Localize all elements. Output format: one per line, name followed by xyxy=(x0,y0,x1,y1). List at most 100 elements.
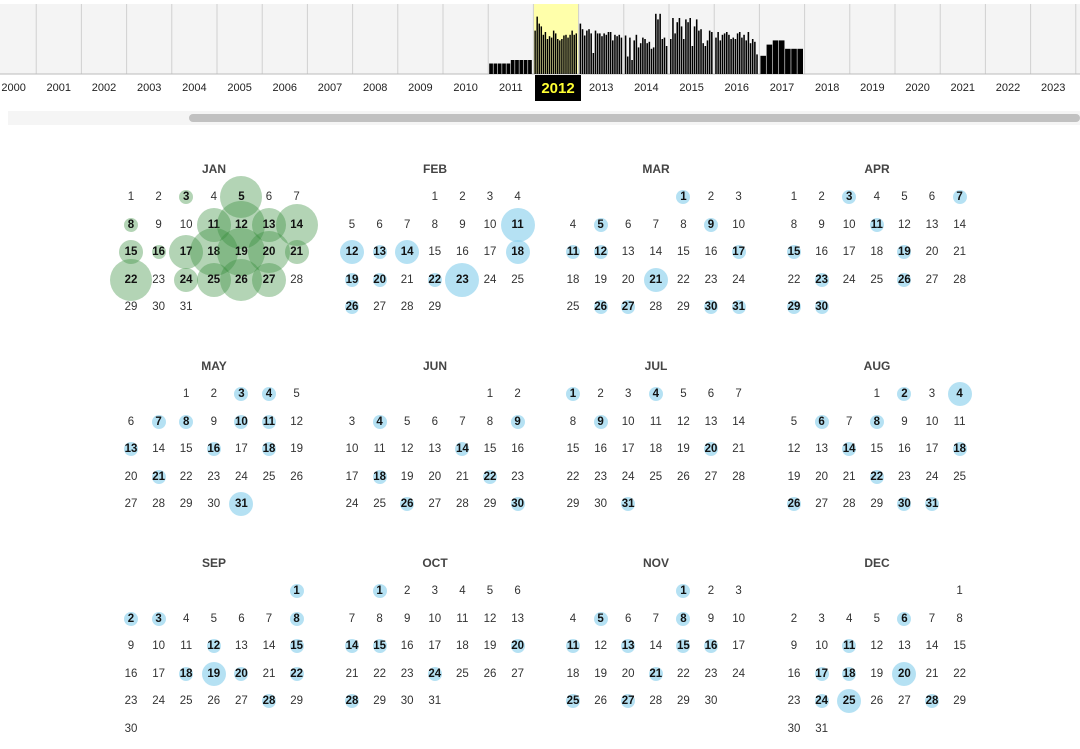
calendar-day[interactable]: 9 xyxy=(818,218,825,231)
calendar-day[interactable]: 7 xyxy=(845,415,853,428)
calendar-day[interactable]: 20 xyxy=(704,443,718,456)
calendar-day[interactable]: 23 xyxy=(704,273,718,286)
calendar-day[interactable]: 21 xyxy=(290,246,303,259)
event-bubble[interactable] xyxy=(345,694,359,709)
calendar-day[interactable]: 18 xyxy=(455,640,469,653)
calendar-day[interactable]: 20 xyxy=(621,667,635,680)
event-bubble[interactable] xyxy=(189,228,238,277)
calendar-day[interactable]: 28 xyxy=(953,273,966,286)
calendar-day[interactable]: 15 xyxy=(124,246,138,259)
event-bubble[interactable] xyxy=(340,240,364,265)
event-bubble[interactable] xyxy=(500,207,535,242)
event-bubble[interactable] xyxy=(124,442,138,457)
calendar-day[interactable]: 7 xyxy=(155,415,162,428)
event-bubble[interactable] xyxy=(505,240,530,265)
event-bubble[interactable] xyxy=(787,245,801,260)
event-bubble[interactable] xyxy=(925,694,939,709)
calendar-day[interactable]: 22 xyxy=(124,273,138,286)
calendar-day[interactable]: 17 xyxy=(815,667,828,680)
event-bubble[interactable] xyxy=(483,469,497,484)
calendar-day[interactable]: 20 xyxy=(234,667,248,680)
calendar-day[interactable]: 18 xyxy=(566,273,580,286)
calendar-day[interactable]: 16 xyxy=(207,443,221,456)
calendar-day[interactable]: 27 xyxy=(511,667,524,680)
event-bubble[interactable] xyxy=(151,469,166,484)
event-bubble[interactable] xyxy=(372,272,387,287)
calendar-day[interactable]: 15 xyxy=(428,246,442,259)
calendar-day[interactable]: 22 xyxy=(676,273,690,286)
event-bubble[interactable] xyxy=(704,442,718,457)
calendar-day[interactable]: 25 xyxy=(842,695,856,708)
calendar-day[interactable]: 8 xyxy=(127,218,135,231)
calendar-day[interactable]: 27 xyxy=(621,695,635,708)
event-bubble[interactable] xyxy=(220,176,263,218)
calendar-day[interactable]: 18 xyxy=(262,443,276,456)
calendar-day[interactable]: 3 xyxy=(238,388,245,400)
year-label[interactable]: 2001 xyxy=(47,82,71,94)
event-bubble[interactable] xyxy=(427,666,442,681)
event-bubble[interactable] xyxy=(206,639,221,654)
calendar-day[interactable]: 21 xyxy=(345,667,359,680)
calendar-day[interactable]: 25 xyxy=(566,301,580,314)
calendar-day[interactable]: 13 xyxy=(373,246,386,259)
calendar-day[interactable]: 30 xyxy=(207,498,221,511)
calendar-day[interactable]: 13 xyxy=(621,640,635,653)
event-bubble[interactable] xyxy=(704,300,718,315)
calendar-day[interactable]: 17 xyxy=(152,667,165,680)
calendar-day[interactable]: 26 xyxy=(345,301,359,314)
event-bubble[interactable] xyxy=(593,217,608,232)
calendar-day[interactable]: 12 xyxy=(594,640,607,653)
calendar-day[interactable]: 27 xyxy=(373,301,386,314)
calendar-day[interactable]: 13 xyxy=(511,612,524,625)
event-bubble[interactable] xyxy=(566,387,580,401)
calendar-day[interactable]: 20 xyxy=(897,667,911,680)
calendar-day[interactable]: 30 xyxy=(124,723,138,735)
event-bubble[interactable] xyxy=(593,300,608,315)
calendar-day[interactable]: 14 xyxy=(732,415,745,428)
calendar-day[interactable]: 19 xyxy=(594,273,607,286)
calendar-day[interactable]: 18 xyxy=(207,246,221,259)
event-bubble[interactable] xyxy=(510,497,525,512)
calendar-day[interactable]: 26 xyxy=(787,498,801,511)
calendar-day[interactable]: 29 xyxy=(124,301,138,314)
timeline-chart[interactable]: 2000 2001 2002 2003 2004 2005 2006 2007 2008 2009… xyxy=(0,0,1080,104)
event-bubble[interactable] xyxy=(814,666,829,681)
event-bubble[interactable] xyxy=(897,245,912,260)
calendar-day[interactable]: 1 xyxy=(873,388,880,400)
event-bubble[interactable] xyxy=(621,497,636,512)
calendar-day[interactable]: 22 xyxy=(483,470,497,483)
calendar-day[interactable]: 24 xyxy=(842,273,856,286)
calendar-day[interactable]: 11 xyxy=(649,415,662,428)
calendar-day[interactable]: 9 xyxy=(210,415,217,428)
year-label[interactable]: 2009 xyxy=(408,82,432,94)
calendar-day[interactable]: 21 xyxy=(649,273,663,286)
calendar-day[interactable]: 19 xyxy=(345,273,359,286)
calendar-day[interactable]: 10 xyxy=(483,218,497,231)
calendar-day[interactable]: 12 xyxy=(483,612,497,625)
calendar-day[interactable]: 27 xyxy=(234,695,248,708)
calendar-day[interactable]: 24 xyxy=(732,273,745,286)
calendar-day[interactable]: 20 xyxy=(621,273,635,286)
calendar-day[interactable]: 9 xyxy=(597,415,604,428)
calendar-day[interactable]: 5 xyxy=(210,612,217,625)
calendar-day[interactable]: 23 xyxy=(400,667,414,680)
calendar-day[interactable]: 22 xyxy=(566,470,580,483)
year-label[interactable]: 2021 xyxy=(951,82,975,94)
calendar-day[interactable]: 29 xyxy=(676,695,690,708)
event-bubble[interactable] xyxy=(947,382,972,406)
year-label[interactable]: 2004 xyxy=(182,82,206,94)
year-label[interactable]: 2017 xyxy=(770,82,794,94)
calendar-day[interactable]: 8 xyxy=(873,415,880,428)
calendar-day[interactable]: 27 xyxy=(428,498,442,511)
calendar-day[interactable]: 4 xyxy=(956,388,963,400)
calendar-day[interactable]: 18 xyxy=(953,443,966,456)
calendar-day[interactable]: 28 xyxy=(649,695,663,708)
calendar-day[interactable]: 4 xyxy=(514,191,521,203)
calendar-day[interactable]: 16 xyxy=(704,246,718,259)
calendar-day[interactable]: 5 xyxy=(790,415,798,428)
calendar-day[interactable]: 8 xyxy=(680,612,687,625)
calendar-day[interactable]: 25 xyxy=(566,695,580,708)
calendar-day[interactable]: 12 xyxy=(676,415,690,428)
year-label[interactable]: 2019 xyxy=(860,82,884,94)
event-bubble[interactable] xyxy=(925,497,939,512)
